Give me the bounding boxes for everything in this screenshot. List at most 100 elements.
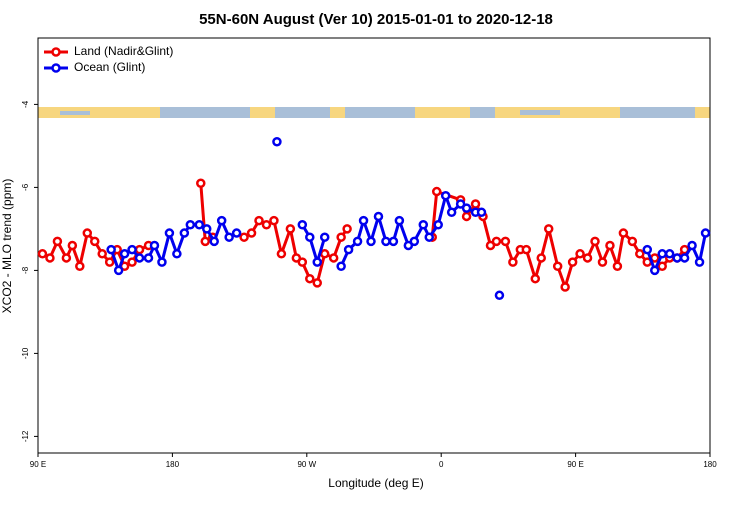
data-point (381, 236, 391, 247)
data-point (366, 236, 376, 247)
data-point (530, 273, 541, 284)
data-point (172, 249, 182, 259)
chart-title: 55N-60N August (Ver 10) 2015-01-01 to 20… (199, 11, 553, 28)
data-point (305, 232, 315, 242)
data-point (216, 215, 227, 226)
data-point (627, 236, 638, 247)
data-point (82, 228, 93, 238)
data-point (157, 257, 167, 267)
data-point (119, 249, 130, 259)
series-line (109, 194, 707, 272)
data-point (618, 228, 629, 238)
data-point (297, 220, 308, 230)
data-point (164, 228, 175, 238)
data-point (605, 240, 615, 251)
y-tick-label: -6 (21, 183, 30, 191)
data-point (149, 240, 160, 251)
data-point (521, 244, 532, 255)
data-point (485, 240, 496, 251)
data-point (305, 273, 315, 284)
data-point (491, 236, 502, 247)
data-point (470, 199, 481, 209)
data-point (431, 186, 442, 197)
data-point (664, 249, 675, 259)
data-point (687, 240, 697, 251)
data-point (567, 257, 578, 267)
data-point (657, 261, 667, 271)
data-point (700, 228, 711, 238)
y-axis-label: XCO2 - MLO trend (ppm) (0, 179, 14, 314)
data-point (358, 215, 369, 226)
legend-label: Ocean (Glint) (74, 60, 145, 74)
y-tick-label: -12 (21, 430, 30, 442)
data-point (642, 244, 653, 255)
data-point (297, 257, 308, 267)
data-point (276, 249, 287, 259)
data-point (476, 207, 487, 218)
data-point (635, 249, 645, 259)
data-point (67, 240, 78, 251)
data-point (209, 236, 219, 247)
data-point (224, 232, 234, 242)
y-tick-label: -10 (21, 347, 30, 359)
data-point (291, 253, 302, 263)
legend-marker (51, 63, 61, 73)
data-point (328, 253, 339, 263)
data-point (433, 220, 443, 230)
data-point (388, 236, 399, 247)
data-point (127, 257, 137, 267)
data-point (185, 220, 196, 230)
data-point (239, 232, 249, 242)
data-point (134, 253, 145, 263)
data-point (543, 224, 554, 234)
data-point (552, 261, 563, 271)
data-point (336, 232, 346, 242)
data-point (560, 282, 570, 292)
data-point (455, 199, 466, 209)
data-point (612, 261, 623, 271)
data-point (113, 265, 124, 276)
data-point (200, 236, 211, 247)
data-point (418, 220, 429, 230)
legend-label: Land (Nadir&Glint) (74, 44, 173, 58)
x-tick-label: 90 W (297, 460, 316, 469)
data-point (194, 220, 205, 230)
map-strip (38, 107, 710, 118)
data-point (196, 178, 206, 188)
y-tick-label: -8 (21, 266, 30, 274)
data-point (672, 253, 682, 263)
data-point (312, 257, 323, 267)
data-point (352, 236, 363, 247)
data-point (590, 236, 600, 247)
data-point (508, 257, 518, 267)
x-axis-label: Longitude (deg E) (328, 476, 423, 490)
data-point (394, 215, 405, 226)
data-point (261, 220, 272, 230)
data-point (679, 253, 690, 263)
data-point (97, 249, 107, 259)
plot-frame (37, 37, 711, 454)
data-point (246, 228, 257, 238)
x-tick-label: 90 E (30, 460, 46, 469)
data-point (575, 249, 585, 259)
data-point (127, 244, 137, 255)
data-point (45, 253, 55, 263)
x-tick-label: 0 (439, 460, 444, 469)
y-tick-label: -4 (21, 100, 30, 108)
data-point (343, 244, 354, 255)
data-point (201, 224, 212, 234)
data-point (312, 278, 323, 288)
data-point (494, 290, 505, 301)
data-point (106, 244, 116, 255)
data-point (285, 224, 296, 234)
data-point (446, 207, 457, 218)
data-point (536, 253, 547, 263)
data-point (134, 244, 145, 255)
data-point (52, 236, 63, 247)
data-point (336, 261, 346, 271)
x-tick-label: 180 (703, 460, 717, 469)
legend-marker (51, 47, 61, 57)
series-line (41, 183, 686, 289)
data-point (500, 236, 511, 247)
